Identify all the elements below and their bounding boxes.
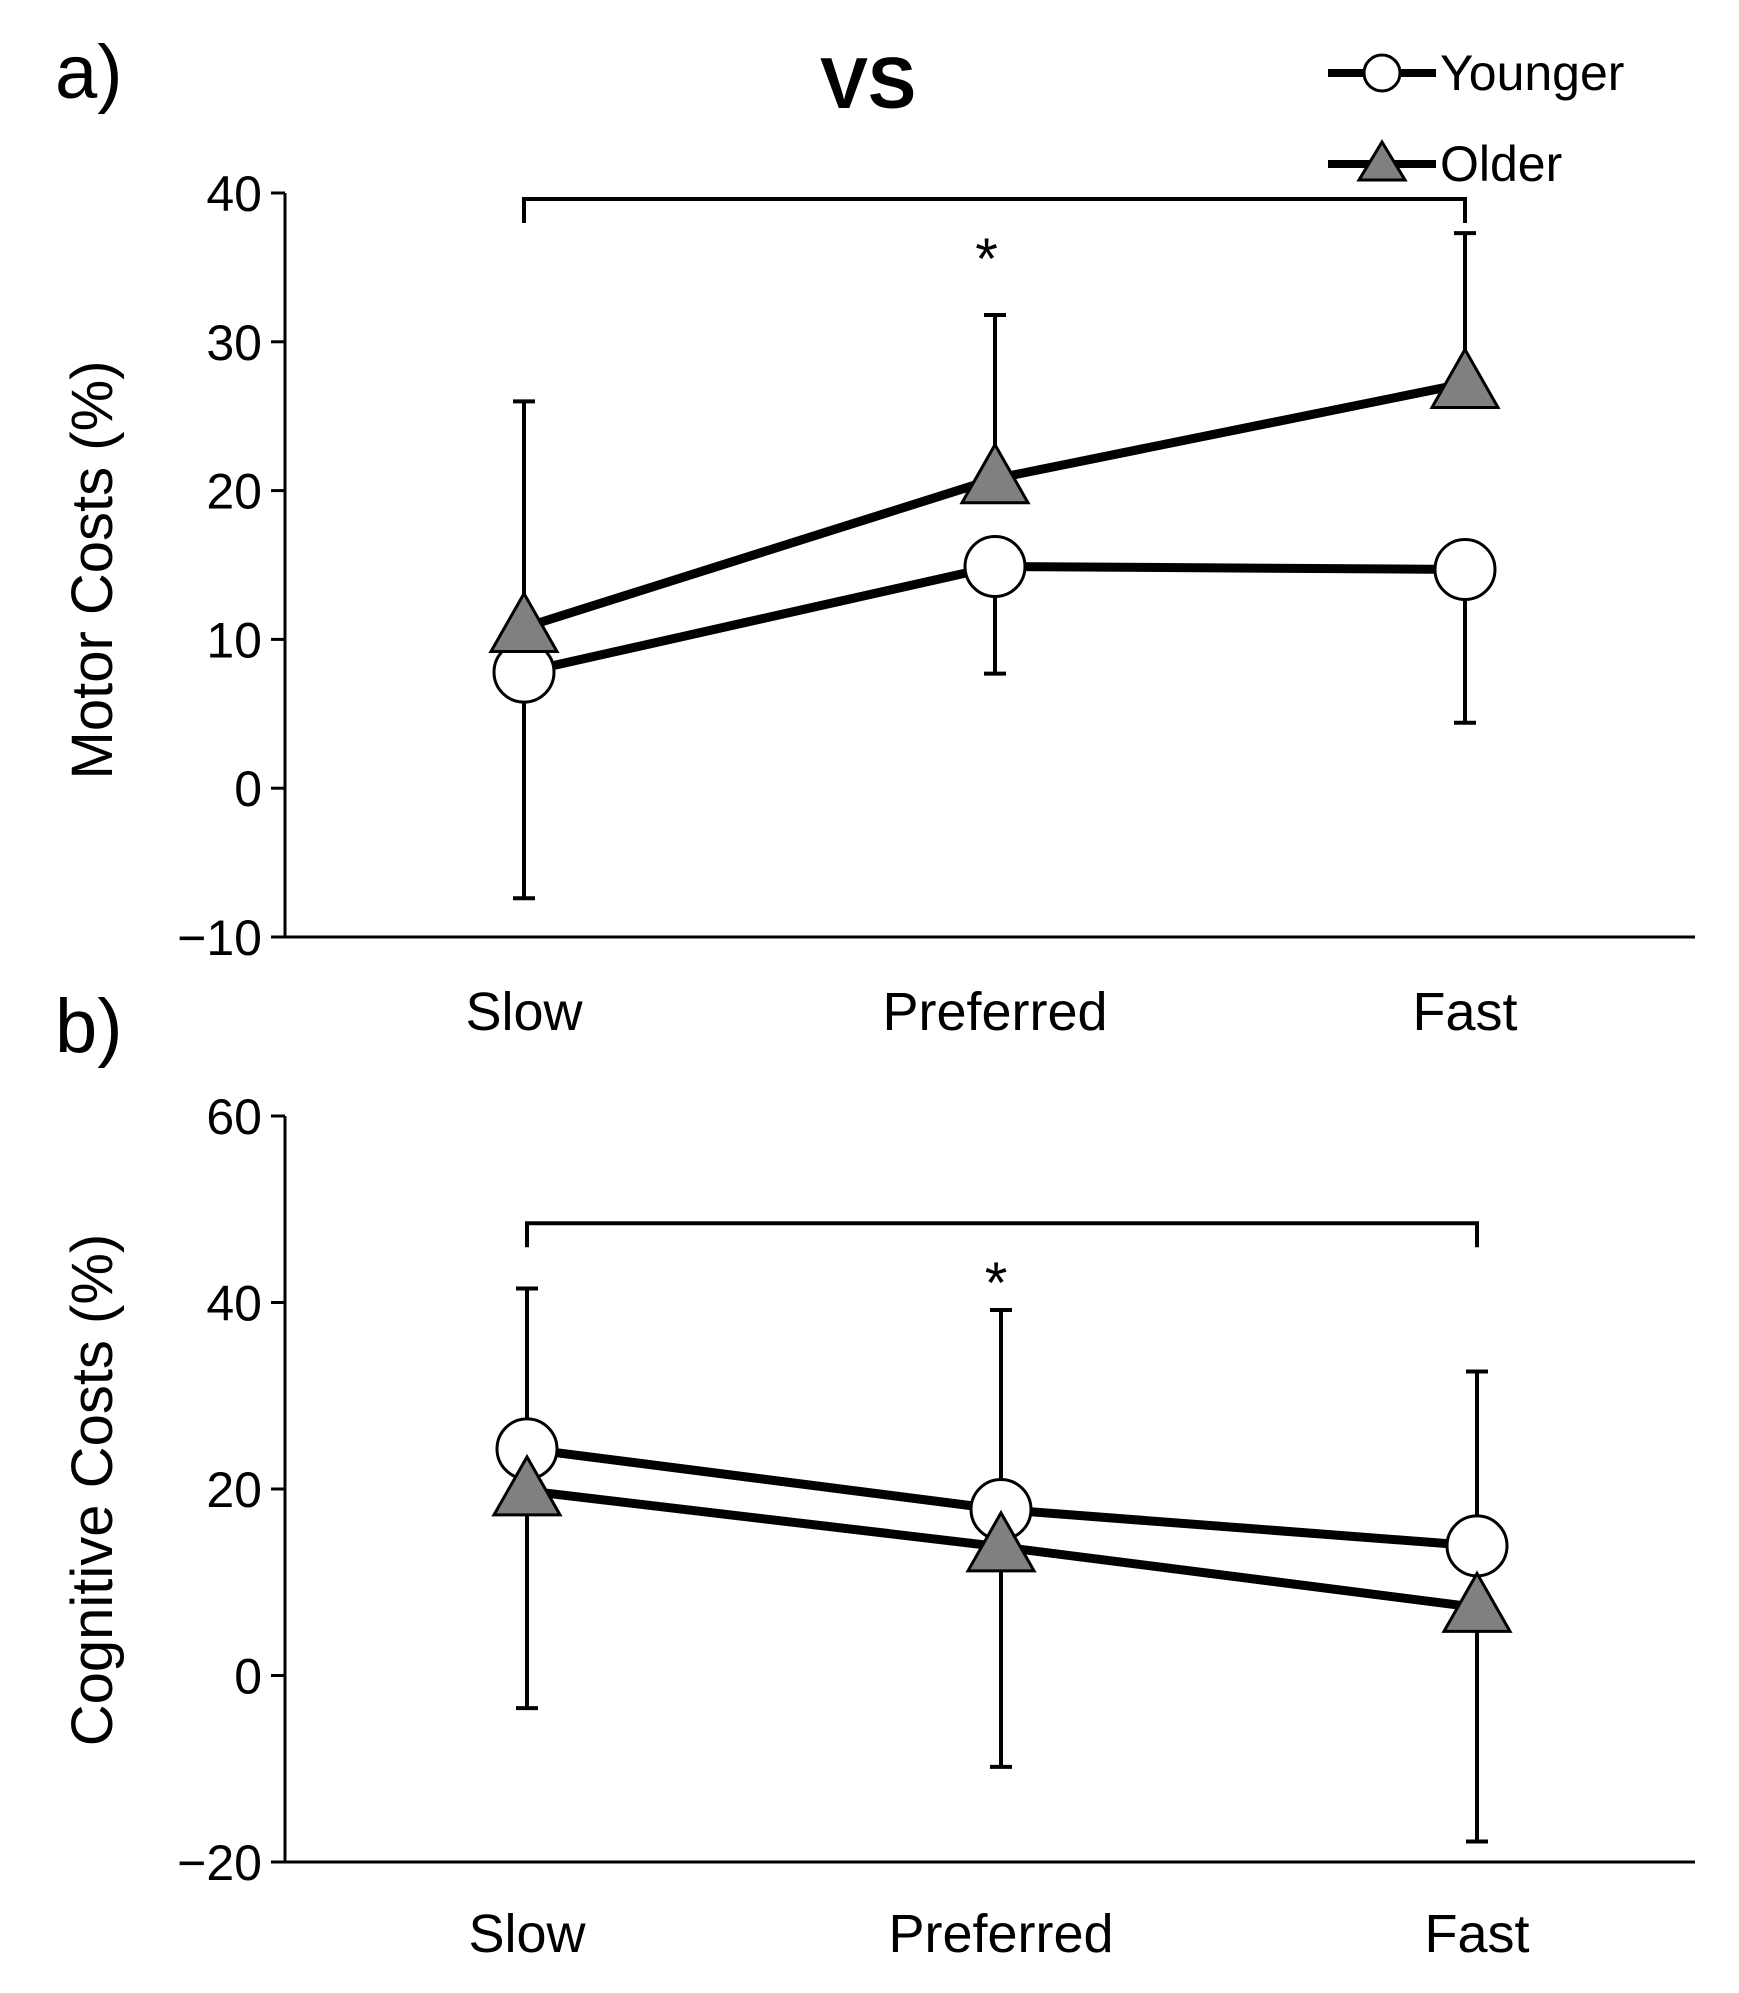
x-tick-label: Slow xyxy=(465,982,583,1042)
x-tick-label: Preferred xyxy=(888,1904,1113,1964)
older-marker xyxy=(959,441,1031,505)
significance-bracket xyxy=(525,1221,1479,1248)
y-tick-label: 40 xyxy=(206,1276,262,1332)
legend-younger-marker xyxy=(1362,53,1402,93)
x-tick-label: Slow xyxy=(468,1904,586,1964)
legend: Younger Older xyxy=(1328,45,1624,192)
older-marker xyxy=(488,590,560,653)
younger-marker xyxy=(1433,537,1497,601)
panel-b-plot: −20 0 20 40 60 Slow Preferred Fast * xyxy=(177,1089,1695,1964)
younger-marker xyxy=(963,534,1027,598)
y-tick-label: −20 xyxy=(177,1835,262,1891)
significance-asterisk: * xyxy=(975,227,998,292)
legend-older-marker xyxy=(1356,139,1408,182)
older-marker xyxy=(1441,1570,1513,1633)
y-tick-label: 40 xyxy=(206,166,262,222)
x-tick-label: Fast xyxy=(1412,982,1517,1042)
panel-a-plot: −10 0 10 20 30 40 Slow Preferred Fast * xyxy=(177,166,1695,1042)
chart-title: VS xyxy=(820,44,916,124)
y-tick-label: 30 xyxy=(206,315,262,371)
legend-older-label: Older xyxy=(1440,136,1562,192)
older-marker xyxy=(965,1509,1037,1573)
panel-a-label: a) xyxy=(55,30,123,115)
y-tick-label: 20 xyxy=(206,464,262,520)
older-marker xyxy=(1429,346,1501,409)
younger-marker xyxy=(1445,1514,1509,1578)
y-tick-label: 60 xyxy=(206,1089,262,1145)
panel-a-ylabel: Motor Costs (%) xyxy=(60,361,125,780)
y-tick-label: 0 xyxy=(234,761,262,817)
y-tick-label: −10 xyxy=(177,910,262,966)
legend-younger-label: Younger xyxy=(1440,45,1624,101)
y-tick-label: 20 xyxy=(206,1462,262,1518)
panel-b-ylabel: Cognitive Costs (%) xyxy=(60,1234,125,1746)
y-tick-label: 0 xyxy=(234,1649,262,1705)
panel-b-label: b) xyxy=(55,984,123,1069)
significance-asterisk: * xyxy=(985,1251,1008,1316)
x-tick-label: Preferred xyxy=(882,982,1107,1042)
significance-bracket xyxy=(522,196,1467,223)
x-tick-label: Fast xyxy=(1424,1904,1529,1964)
older-marker xyxy=(491,1453,563,1517)
y-tick-label: 10 xyxy=(206,612,262,668)
